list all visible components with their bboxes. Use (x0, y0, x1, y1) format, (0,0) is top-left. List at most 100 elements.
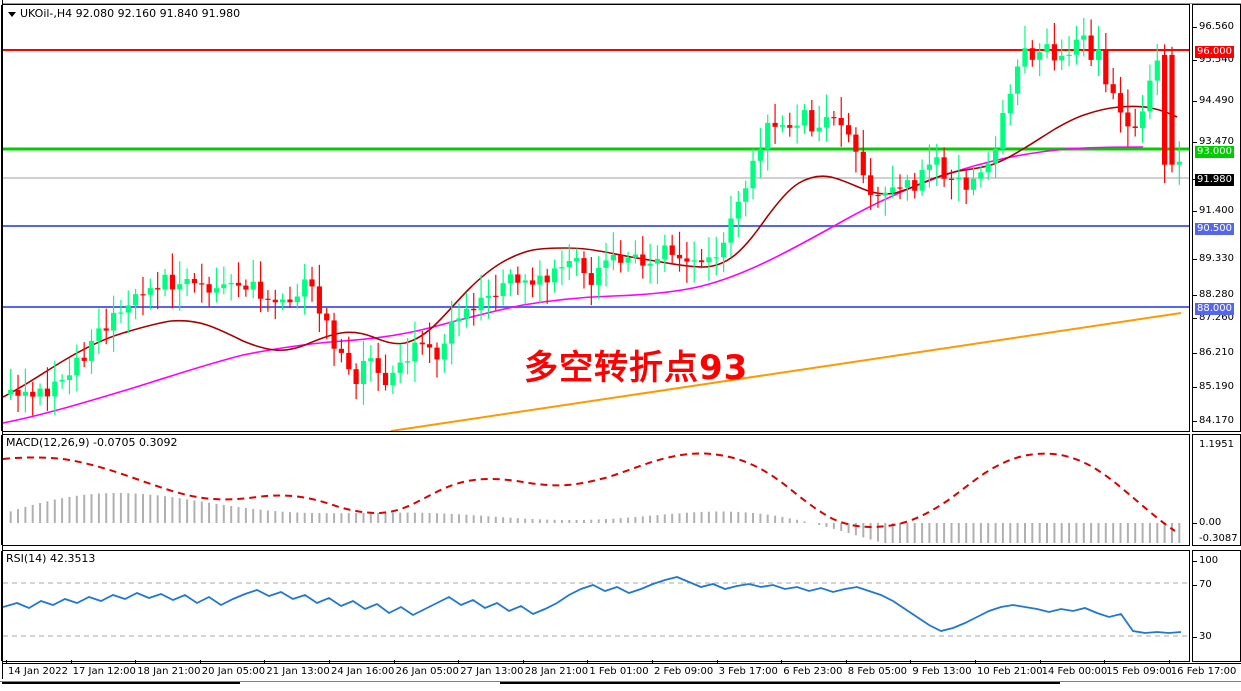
candle-bull (890, 187, 896, 193)
candle-bear (272, 299, 278, 303)
time-axis-tick (329, 660, 330, 664)
candle-bull (610, 254, 616, 261)
candle-bear (912, 180, 918, 191)
candle-bear (346, 352, 352, 370)
candle-bear (1029, 48, 1035, 60)
horizontal-scrollbar[interactable] (0, 681, 1241, 691)
candle-bear (853, 134, 859, 152)
candle-bear (1162, 54, 1168, 165)
time-axis-tick (393, 660, 395, 664)
candle-bull (96, 328, 102, 341)
candle-bull (22, 391, 28, 396)
candle-bull (52, 381, 58, 397)
candle-bear (684, 258, 690, 262)
price-tick-label: 88.280 (1193, 290, 1234, 301)
candle-bear (199, 283, 205, 285)
candle-bear (375, 358, 381, 373)
candle-bull (801, 110, 808, 126)
candle-bull (970, 178, 977, 190)
candle-bull (1022, 48, 1028, 67)
price-tick-label: 87.260 (1193, 313, 1234, 324)
candle-bull (390, 372, 396, 386)
candle-bull (66, 375, 73, 380)
candle-bear (324, 313, 330, 321)
candle-bull (250, 281, 256, 290)
candle-bull (360, 361, 367, 384)
candle-bull (559, 267, 565, 269)
time-axis-label: 8 Feb 05:00 (847, 666, 908, 677)
price-tick-label: 95.540 (1193, 55, 1234, 66)
candle-bear (846, 125, 852, 135)
candle-bull (537, 275, 543, 285)
candle-bull (478, 297, 484, 311)
candlestick-series (8, 17, 1182, 416)
candle-bear (544, 275, 550, 283)
candle-bull (1059, 55, 1065, 61)
candle-bull (1037, 52, 1043, 60)
macd-pane[interactable] (1, 434, 1190, 546)
rsi-tick-label: 70 (1193, 580, 1212, 591)
time-axis[interactable]: 14 Jan 2022 17 Jan 12:00 18 Jan 21:00 20 Ja… (2, 660, 1241, 680)
rsi-pane[interactable] (1, 550, 1190, 662)
candle-bear (140, 294, 146, 296)
candle-bull (184, 279, 190, 285)
macd-pane-header: MACD(12,26,9) -0.0705 0.3092 (6, 436, 178, 449)
candle-bull (412, 342, 418, 362)
candle-bull (1066, 54, 1072, 56)
candle-bear (206, 284, 212, 293)
rsi-tick-label: 30 (1193, 632, 1212, 643)
ma-fast-line (3, 105, 1178, 398)
candle-bull (397, 362, 403, 373)
candle-bull (1095, 49, 1102, 60)
candle-bull (985, 163, 991, 173)
time-axis-tick (1104, 660, 1106, 664)
price-chart-canvas (3, 17, 1189, 431)
candle-bear (1103, 49, 1109, 85)
time-axis-tick (716, 660, 718, 664)
scrollbar-segment-right[interactable] (500, 682, 1060, 684)
scrollbar-segment-left[interactable] (2, 682, 240, 684)
candle-bear (353, 369, 359, 384)
candle-bull (405, 361, 411, 363)
price-tick-label: 86.210 (1193, 348, 1234, 359)
candle-bull (779, 125, 785, 127)
time-axis-tick (135, 660, 137, 664)
candle-bear (15, 390, 21, 396)
candle-bull (463, 308, 469, 319)
price-pane[interactable] (1, 4, 1190, 432)
time-axis-label: 17 Jan 12:00 (72, 666, 136, 677)
candle-bull (926, 164, 932, 170)
candle-bull (904, 180, 910, 188)
price-tag-96-000: 96.000 (1195, 46, 1234, 58)
candle-bear (316, 286, 322, 314)
candle-bull (368, 358, 374, 361)
macd-scale[interactable]: 1.1951 0.00 -0.3087 (1192, 434, 1241, 546)
caret-down-icon[interactable] (8, 11, 16, 17)
candle-bull (691, 260, 697, 262)
time-axis-tick (845, 660, 847, 664)
candle-bull (552, 268, 558, 283)
time-axis-label: 10 Feb 21:00 (977, 666, 1043, 677)
candle-bull (1176, 161, 1182, 165)
candle-bull (302, 279, 308, 297)
price-tag-90-500: 90.500 (1195, 223, 1234, 235)
time-axis-label: 15 Feb 09:00 (1106, 666, 1172, 677)
rsi-scale[interactable]: 100 70 30 (1192, 550, 1241, 662)
time-axis-label: 9 Feb 13:00 (912, 666, 972, 677)
candle-bull (794, 125, 800, 128)
price-scale[interactable]: 96.56095.54094.49093.47092.42091.40089.3… (1192, 4, 1241, 432)
candle-bull (74, 357, 80, 376)
price-pane-header: UKOil-,H4 92.080 92.160 91.840 91.980 (8, 8, 240, 20)
candle-bull (294, 296, 300, 303)
candle-bear (434, 347, 440, 360)
candle-bull (456, 318, 462, 322)
candle-bear (169, 274, 175, 290)
price-tick-label: 89.330 (1193, 254, 1234, 265)
candle-bear (258, 281, 264, 299)
candle-bull (228, 282, 234, 285)
time-axis-label: 14 Feb 00:00 (1041, 666, 1108, 677)
candle-bear (493, 295, 499, 297)
candle-bull (603, 260, 609, 268)
candle-bull (743, 188, 749, 202)
candle-bull (647, 263, 653, 266)
